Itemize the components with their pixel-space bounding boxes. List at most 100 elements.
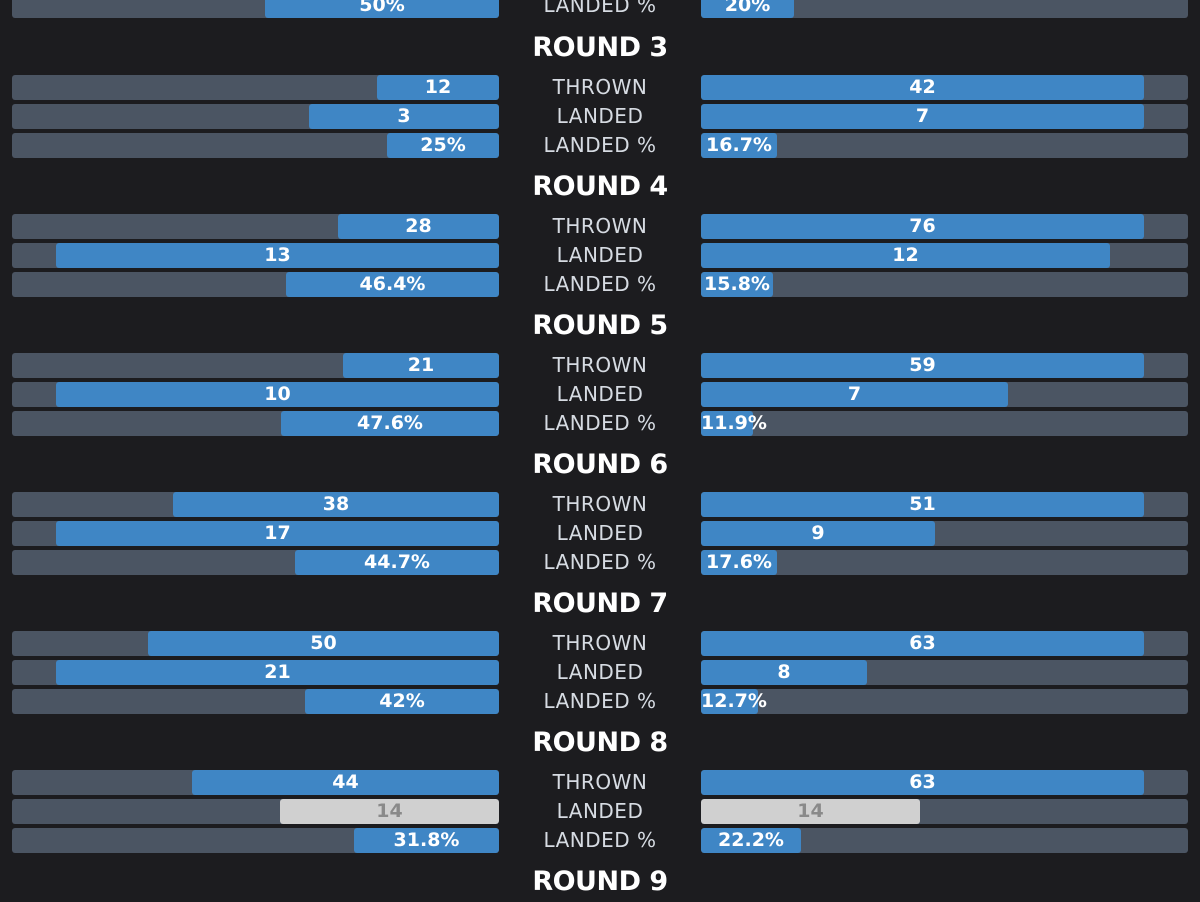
round-3-row-2-left-value: 3 — [397, 105, 411, 127]
round-8-row-2-label: LANDED — [556, 799, 644, 823]
round-7-row-2-left-bar — [56, 660, 499, 685]
round-7-row-3-left-bar — [305, 689, 499, 714]
round-3-row-3-right-track: 16.7% — [701, 133, 1188, 158]
round-5-row-3-left-value: 47.6% — [357, 412, 423, 434]
top-partial-left-value: 50% — [359, 0, 405, 16]
round-7-row-3-left-track: 42% — [12, 689, 499, 714]
round-5-row-1-left-bar — [343, 353, 499, 378]
round-6-row-3-left-value: 44.7% — [364, 551, 430, 573]
round-8-title: ROUND 8 — [532, 727, 668, 758]
round-3-row-1-right-track: 42 — [701, 75, 1188, 100]
round-7-row-2-right-track: 8 — [701, 660, 1188, 685]
round-6-title: ROUND 6 — [532, 449, 668, 480]
round-7-row-1-left-bar — [148, 631, 499, 656]
round-3-row-2-left-bar — [309, 104, 499, 129]
round-5-row-2-right-value: 7 — [847, 383, 862, 405]
round-8-row-3-right-bar — [701, 828, 801, 853]
round-6-row-2-right-track: 9 — [701, 521, 1188, 546]
round-4-title: ROUND 4 — [532, 171, 668, 202]
round-5-row-2-left-bar — [56, 382, 499, 407]
round-5-row-1-left-value: 21 — [407, 354, 435, 376]
round-8-row-2-right-value: 14 — [797, 800, 824, 822]
round-6-row-3-left-track: 44.7% — [12, 550, 499, 575]
round-3-row-3-label: LANDED % — [543, 133, 657, 157]
round-6-row-2-right-bar — [701, 521, 935, 546]
round-4-row-3-right-bar — [701, 272, 773, 297]
round-5-row-1-label: THROWN — [552, 353, 648, 377]
top-partial-right-bar — [701, 0, 794, 18]
round-7-row-1-right-bar — [701, 631, 1144, 656]
round-6-row-1-label: THROWN — [552, 492, 648, 516]
round-6-row-2-left-track: 17 — [12, 521, 499, 546]
round-3-row-3-right-bar — [701, 133, 777, 158]
round-5-row-3-right-track: 11.9% — [701, 411, 1188, 436]
round-7-row-3-left-value: 42% — [379, 690, 425, 712]
round-3-row-2-label: LANDED — [556, 104, 644, 128]
round-8-row-1-left-value: 44 — [332, 771, 359, 793]
round-6-row-1-right-value: 51 — [909, 493, 936, 515]
round-3-row-2-right-track: 7 — [701, 104, 1188, 129]
round-8-row-1-right-value: 63 — [909, 771, 936, 793]
round-3-row-1-left-bar — [377, 75, 499, 100]
round-7-row-1-left-value: 50 — [310, 632, 337, 654]
round-7-title: ROUND 7 — [532, 588, 668, 619]
round-3-row-2-left-track: 3 — [12, 104, 499, 129]
round-3-row-3-right-value: 16.7% — [706, 134, 772, 156]
round-4-row-3-right-track: 15.8% — [701, 272, 1188, 297]
round-8-row-3-right-track: 22.2% — [701, 828, 1188, 853]
top-partial-label: LANDED % — [543, 0, 657, 17]
round-5-row-3-right-value: 11.9% — [701, 412, 767, 434]
round-5-row-1-right-value: 59 — [909, 354, 936, 376]
round-8-row-1-right-bar — [701, 770, 1144, 795]
round-3-title: ROUND 3 — [532, 32, 668, 63]
round-4-row-3-right-value: 15.8% — [704, 273, 770, 295]
round-4-row-2-left-value: 13 — [264, 244, 291, 266]
round-8-row-1-left-bar — [192, 770, 499, 795]
round-4-row-2-right-bar — [701, 243, 1110, 268]
round-4-row-2-right-track: 12 — [701, 243, 1188, 268]
round-8-row-2-left-track: 14 — [12, 799, 499, 824]
round-6-row-2-left-bar — [56, 521, 499, 546]
round-8-row-3-label: LANDED % — [543, 828, 657, 852]
round-7-row-1-right-value: 63 — [909, 632, 936, 654]
round-5-row-3-left-bar — [281, 411, 499, 436]
round-6-row-3-right-bar — [701, 550, 777, 575]
round-7-row-3-label: LANDED % — [543, 689, 657, 713]
round-5-row-1-left-track: 21 — [12, 353, 499, 378]
round-7-row-2-left-track: 21 — [12, 660, 499, 685]
round-3-row-2-right-bar — [701, 104, 1144, 129]
round-3-row-3-left-track: 25% — [12, 133, 499, 158]
round-7-row-2-right-value: 8 — [777, 661, 791, 683]
round-7-row-2-left-value: 21 — [264, 661, 291, 683]
round-5-row-2-left-track: 10 — [12, 382, 499, 407]
round-8-row-1-label: THROWN — [552, 770, 648, 794]
round-5-row-2-right-bar — [701, 382, 1008, 407]
round-6-row-1-right-bar — [701, 492, 1144, 517]
top-partial-right-value: 20% — [724, 0, 771, 16]
round-7-row-3-right-bar — [701, 689, 758, 714]
round-8-row-1-left-track: 44 — [12, 770, 499, 795]
round-8-row-1-right-track: 63 — [701, 770, 1188, 795]
round-8-row-2-left-bar — [280, 799, 499, 824]
round-6-row-3-right-track: 17.6% — [701, 550, 1188, 575]
round-7-row-1-label: THROWN — [552, 631, 648, 655]
round-3-row-1-label: THROWN — [552, 75, 648, 99]
top-partial-left-track: 50% — [12, 0, 499, 18]
round-3-row-1-right-value: 42 — [909, 76, 936, 98]
round-8-row-2-right-bar — [701, 799, 920, 824]
round-5-row-3-right-bar — [701, 411, 753, 436]
round-5-row-1-right-track: 59 — [701, 353, 1188, 378]
round-3-row-3-left-value: 25% — [420, 134, 466, 156]
round-6-row-1-left-track: 38 — [12, 492, 499, 517]
round-8-row-3-left-bar — [354, 828, 499, 853]
round-8-row-3-right-value: 22.2% — [718, 829, 784, 851]
round-5-row-2-right-track: 7 — [701, 382, 1188, 407]
round-3-row-1-left-track: 12 — [12, 75, 499, 100]
round-6-row-1-left-bar — [173, 492, 499, 517]
round-4-row-1-left-bar — [338, 214, 499, 239]
round-4-row-1-right-track: 76 — [701, 214, 1188, 239]
round-8-row-3-left-value: 31.8% — [393, 829, 460, 851]
round-5-title: ROUND 5 — [532, 310, 668, 341]
round-4-row-3-label: LANDED % — [543, 272, 657, 296]
round-4-row-1-label: THROWN — [552, 214, 648, 238]
